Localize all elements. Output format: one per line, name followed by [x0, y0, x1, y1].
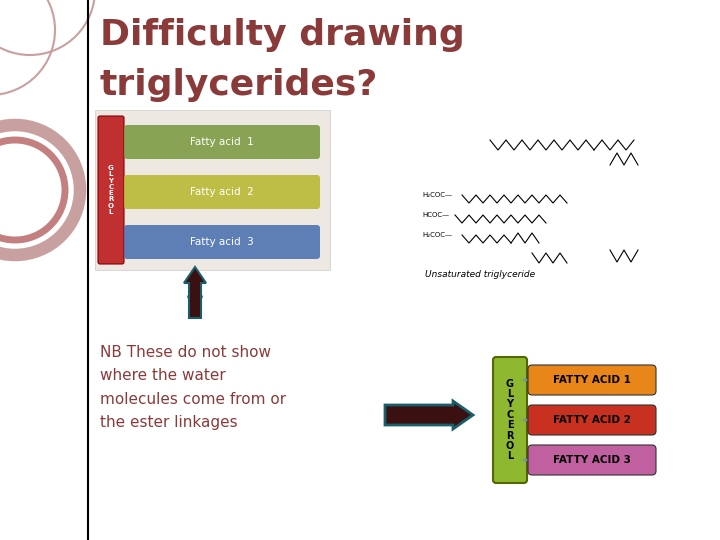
- FancyBboxPatch shape: [98, 116, 124, 264]
- Text: Fatty acid  2: Fatty acid 2: [190, 187, 254, 197]
- Text: Difficulty drawing: Difficulty drawing: [100, 18, 464, 52]
- FancyBboxPatch shape: [124, 125, 320, 159]
- FancyBboxPatch shape: [124, 175, 320, 209]
- FancyBboxPatch shape: [493, 357, 527, 483]
- Text: Fatty acid  1: Fatty acid 1: [190, 137, 254, 147]
- FancyBboxPatch shape: [528, 365, 656, 395]
- Text: HCOC—: HCOC—: [422, 212, 449, 218]
- Text: G
L
Y
C
E
R
O
L: G L Y C E R O L: [506, 379, 514, 461]
- FancyBboxPatch shape: [124, 225, 320, 259]
- FancyBboxPatch shape: [528, 445, 656, 475]
- Text: triglycerides?: triglycerides?: [100, 68, 379, 102]
- Text: NB These do not show
where the water
molecules come from or
the ester linkages: NB These do not show where the water mol…: [100, 345, 286, 430]
- Text: Unsaturated triglyceride: Unsaturated triglyceride: [425, 270, 535, 279]
- Text: FATTY ACID 1: FATTY ACID 1: [553, 375, 631, 385]
- Text: H₂COC—: H₂COC—: [422, 232, 452, 238]
- Text: G
L
Y
C
E
R
O
L: G L Y C E R O L: [108, 165, 114, 215]
- Text: FATTY ACID 2: FATTY ACID 2: [553, 415, 631, 425]
- FancyArrow shape: [184, 267, 206, 318]
- Text: H₂COC—: H₂COC—: [422, 192, 452, 198]
- Text: FATTY ACID 3: FATTY ACID 3: [553, 455, 631, 465]
- Text: Fatty acid  3: Fatty acid 3: [190, 237, 254, 247]
- FancyBboxPatch shape: [95, 110, 330, 270]
- FancyBboxPatch shape: [528, 405, 656, 435]
- FancyArrow shape: [385, 401, 473, 429]
